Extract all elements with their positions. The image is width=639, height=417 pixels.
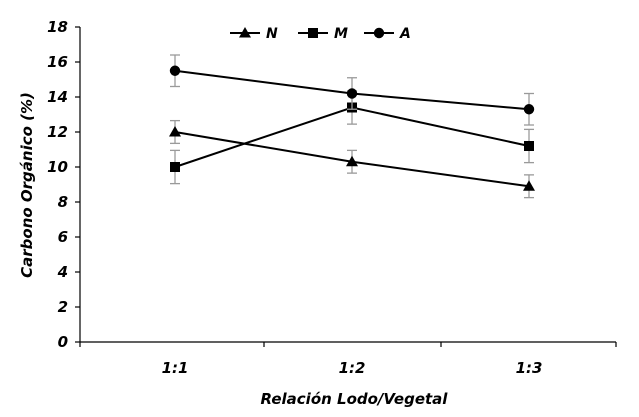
data-point — [523, 180, 535, 191]
data-point — [169, 65, 181, 76]
y-axis-ticks: 0 2 4 6 8 10 12 14 16 18 — [47, 18, 80, 351]
x-axis-title: Relación Lodo/Vegetal — [261, 390, 449, 408]
y-tick-label: 4 — [57, 263, 68, 281]
data-point — [523, 104, 535, 115]
legend-marker — [308, 28, 318, 38]
legend-item-n: N — [230, 26, 278, 42]
data-point — [170, 162, 180, 172]
y-tick-label: 18 — [47, 18, 68, 36]
series-n — [169, 119, 535, 199]
data-point — [169, 126, 181, 137]
x-axis-ticks: 1:1 1:2 1:3 — [79, 342, 617, 377]
legend-label: M — [334, 26, 348, 42]
y-tick-label: 2 — [58, 298, 68, 316]
x-tick-label: 1:1 — [162, 359, 189, 377]
chart-series — [169, 54, 535, 199]
chart-axes — [79, 27, 616, 343]
data-point — [346, 88, 358, 99]
y-tick-label: 0 — [58, 333, 68, 351]
y-tick-label: 6 — [58, 228, 68, 246]
x-tick-label: 1:2 — [339, 359, 366, 377]
y-tick-label: 12 — [47, 123, 68, 141]
series-a — [169, 54, 535, 126]
legend-label: N — [266, 26, 278, 42]
y-tick-label: 14 — [47, 88, 68, 106]
x-tick-label: 1:3 — [516, 359, 543, 377]
y-tick-label: 16 — [47, 53, 68, 71]
y-axis-title: Carbono Orgánico (%) — [18, 92, 36, 278]
legend-marker — [373, 27, 385, 39]
legend-item-m: M — [298, 26, 348, 42]
legend-label: A — [399, 26, 411, 42]
data-point — [524, 141, 534, 151]
y-tick-label: 10 — [47, 158, 68, 176]
y-tick-label: 8 — [58, 193, 68, 211]
data-point — [346, 155, 358, 167]
legend-item-a: A — [364, 26, 411, 42]
legend-marker — [239, 27, 251, 38]
